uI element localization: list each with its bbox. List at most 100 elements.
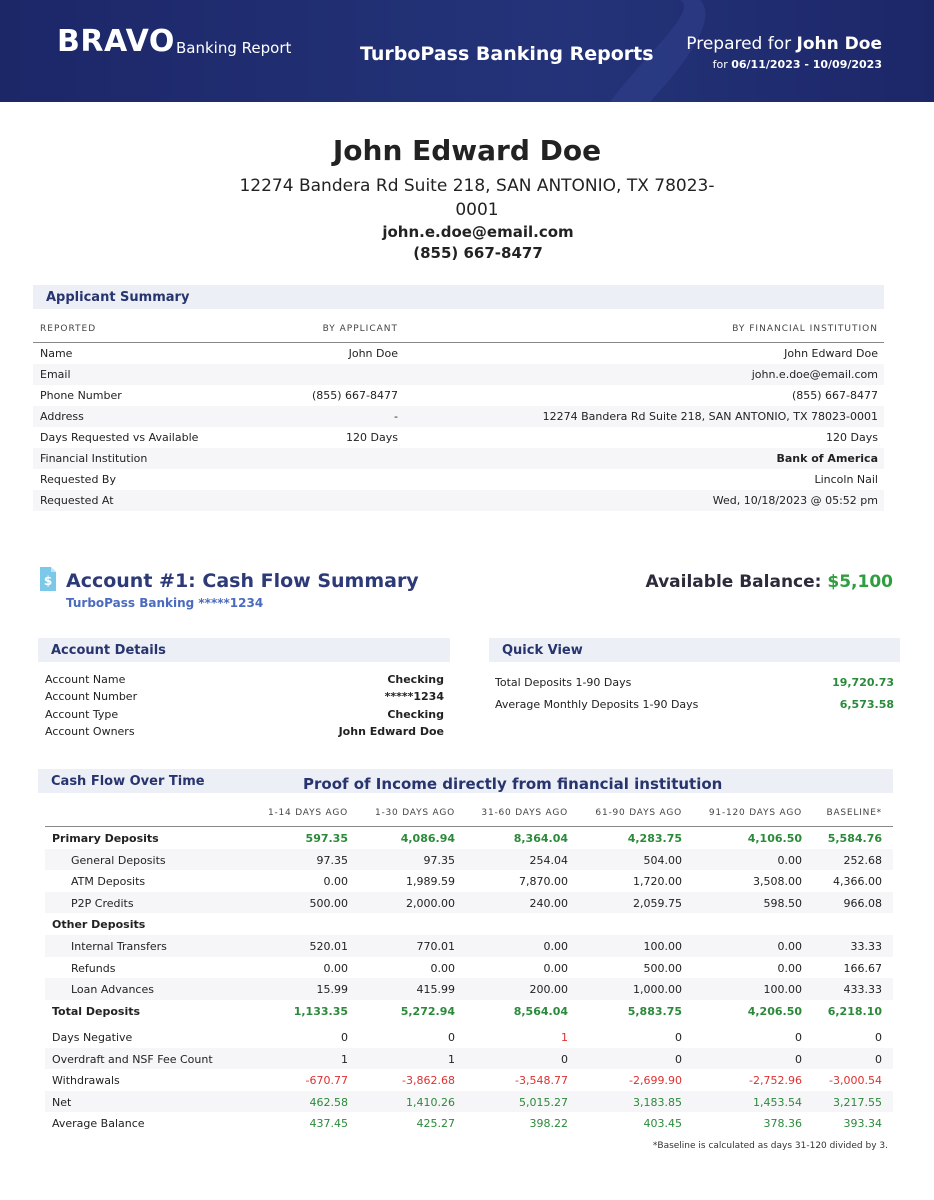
row-value: 3,217.55 — [833, 1095, 882, 1109]
row-value: 1 — [448, 1052, 455, 1066]
row-value: 0 — [675, 1052, 682, 1066]
column-header: 1-14 DAYS AGO — [267, 808, 348, 818]
summary-cell: John Doe — [348, 347, 398, 360]
summary-cell: John Edward Doe — [784, 347, 878, 360]
applicant-phone: (855) 667-8477 — [413, 244, 543, 262]
row-value: -3,000.54 — [829, 1074, 882, 1088]
summary-cell: Requested At — [40, 494, 114, 507]
row-value: 1,453.54 — [753, 1095, 802, 1109]
column-header: 1-30 DAYS AGO — [374, 808, 455, 818]
balance-value: $5,100 — [827, 572, 893, 592]
divider — [33, 342, 884, 343]
cash-flow-title: Cash Flow Over Time — [51, 774, 205, 789]
row-value: 0 — [875, 1052, 882, 1066]
quick-label: Average Monthly Deposits 1-90 Days — [495, 698, 699, 711]
divider — [45, 826, 893, 827]
period-value: 06/11/2023 - 10/09/2023 — [731, 58, 882, 71]
svg-text:$: $ — [44, 574, 52, 588]
row-value: 254.04 — [529, 853, 569, 867]
column-header: BASELINE* — [826, 808, 882, 818]
row-value: 4,366.00 — [833, 875, 882, 889]
detail-label: Account Name — [45, 673, 126, 686]
row-value: 0 — [795, 1031, 802, 1044]
row-value: 500.00 — [309, 896, 349, 910]
account-title: Account #1: Cash Flow Summary — [66, 570, 419, 592]
summary-cell: Address — [40, 410, 84, 423]
detail-value: *****1234 — [384, 690, 444, 704]
detail-value: Checking — [387, 707, 444, 721]
footnote: *Baseline is calculated as days 31-120 d… — [652, 1141, 888, 1151]
row-value: 4,283.75 — [627, 832, 682, 845]
period: for 06/11/2023 - 10/09/2023 — [713, 58, 882, 71]
row-value: 0.00 — [777, 961, 803, 975]
row-value: 5,584.76 — [827, 832, 882, 845]
row-value: 415.99 — [416, 983, 456, 997]
row-value: 33.33 — [850, 940, 883, 953]
row-value: 0.00 — [777, 853, 803, 867]
row-label: Total Deposits — [52, 1004, 141, 1018]
prepared-label: Prepared for — [686, 34, 792, 54]
column-header: BY APPLICANT — [322, 324, 398, 334]
row-shade — [45, 848, 893, 871]
row-value: 15.99 — [316, 983, 349, 997]
quick-value: 19,720.73 — [832, 676, 894, 689]
summary-cell: Phone Number — [40, 389, 122, 402]
row-value: 100.00 — [763, 983, 803, 997]
summary-cell: Days Requested vs Available — [40, 431, 199, 444]
row-value: 966.08 — [843, 896, 883, 910]
row-value: 8,564.04 — [513, 1004, 568, 1018]
summary-cell: Financial Institution — [40, 452, 148, 465]
balance: Available Balance: $5,100 — [646, 572, 893, 592]
row-value: 1 — [561, 1031, 568, 1044]
detail-label: Account Number — [45, 690, 138, 704]
details-bar: Account Details — [38, 638, 450, 662]
row-shade — [33, 490, 884, 511]
row-value: 393.34 — [843, 1117, 883, 1131]
detail-label: Account Type — [45, 707, 119, 721]
column-header: 61-90 DAYS AGO — [595, 808, 682, 818]
brand: BRAVO — [57, 24, 175, 59]
quick-view-bar: Quick View — [489, 638, 900, 662]
column-header: 31-60 DAYS AGO — [481, 808, 568, 818]
row-shade — [45, 891, 893, 914]
cash-flow-banner: Proof of Income directly from financial … — [303, 775, 723, 793]
row-value: 97.35 — [316, 853, 349, 867]
period-label: for — [712, 58, 728, 71]
row-value: 200.00 — [529, 983, 569, 997]
cash-flow-bar: Cash Flow Over Time Proof of Income dire… — [38, 769, 893, 793]
account-icon: $ — [40, 567, 56, 591]
row-label: Overdraft and NSF Fee Count — [52, 1052, 213, 1066]
header-swoosh — [610, 0, 706, 102]
row-label: Days Negative — [52, 1031, 133, 1044]
row-value: 597.35 — [305, 832, 348, 845]
applicant-address: 12274 Bandera Rd Suite 218, SAN ANTONIO,… — [239, 176, 715, 220]
row-value: 378.36 — [763, 1117, 803, 1131]
row-value: 0 — [448, 1031, 455, 1044]
quick-label: Total Deposits 1-90 Days — [495, 676, 632, 689]
row-value: 5,272.94 — [400, 1004, 455, 1018]
header: BRAVO Banking Report TurboPass Banking R… — [0, 0, 934, 102]
row-value: 462.58 — [309, 1095, 349, 1109]
row-value: -670.77 — [305, 1074, 348, 1088]
prepared: Prepared for John Doe — [686, 34, 882, 54]
row-value: 0.00 — [543, 940, 569, 953]
row-value: 504.00 — [643, 853, 683, 867]
row-value: -3,548.77 — [515, 1074, 568, 1088]
row-value: 5,883.75 — [627, 1004, 682, 1018]
detail-value: John Edward Doe — [338, 724, 444, 738]
row-value: 0.00 — [323, 875, 349, 889]
summary-cell: Bank of America — [776, 452, 878, 465]
row-value: 97.35 — [423, 853, 456, 867]
row-label: ATM Deposits — [71, 875, 146, 889]
row-value: 0 — [795, 1052, 802, 1066]
row-label: Withdrawals — [52, 1074, 120, 1088]
row-value: 8,364.04 — [513, 832, 568, 845]
row-label: Other Deposits — [52, 918, 146, 932]
quick-view-title: Quick View — [502, 643, 583, 658]
detail-value: Checking — [387, 673, 444, 686]
applicant-email: john.e.doe@email.com — [382, 223, 574, 241]
row-value: 1 — [341, 1052, 348, 1066]
account-subtitle: TurboPass Banking *****1234 — [66, 596, 264, 610]
row-shade — [45, 978, 893, 1000]
